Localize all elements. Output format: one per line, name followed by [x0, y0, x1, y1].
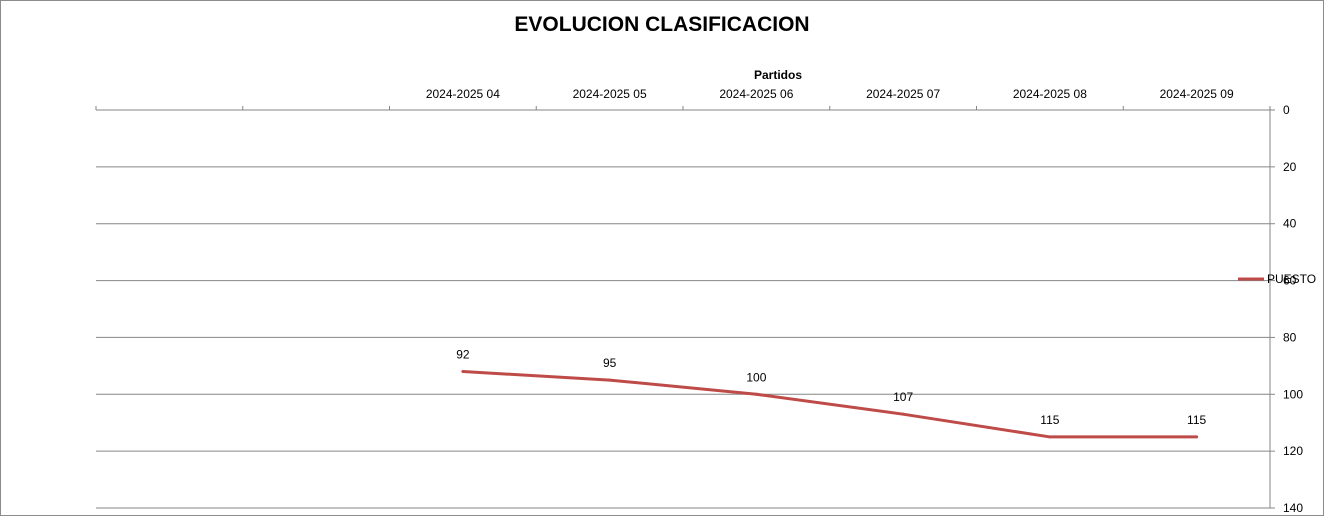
- y-tick-label: 40: [1283, 217, 1297, 231]
- x-tick-label: 2024-2025 07: [866, 87, 940, 101]
- data-label: 115: [1187, 413, 1206, 427]
- x-tick-label: 2024-2025 05: [573, 87, 647, 101]
- y-tick-label: 100: [1283, 387, 1303, 401]
- data-label: 92: [456, 348, 470, 362]
- data-point: [754, 392, 758, 396]
- legend-label: PUESTO: [1267, 272, 1316, 286]
- y-tick-label: 60: [1283, 274, 1297, 288]
- y-tick-label: 80: [1283, 330, 1297, 344]
- data-label: 95: [603, 356, 617, 370]
- data-point: [1048, 435, 1052, 439]
- data-point: [1195, 435, 1199, 439]
- y-tick-label: 140: [1283, 501, 1303, 515]
- y-tick-label: 0: [1283, 103, 1290, 117]
- data-point: [461, 370, 465, 374]
- data-label: 100: [746, 370, 766, 384]
- series-line-puesto: [462, 370, 1197, 439]
- y-tick-label: 20: [1283, 160, 1297, 174]
- y-tick-label: 120: [1283, 444, 1303, 458]
- x-tick-label: 2024-2025 06: [719, 87, 793, 101]
- chart-title: EVOLUCION CLASIFICACION: [514, 13, 810, 36]
- data-point: [608, 378, 612, 382]
- data-label: 107: [893, 390, 913, 404]
- x-tick-label: 2024-2025 09: [1160, 87, 1234, 101]
- data-point: [901, 412, 905, 416]
- data-label: 115: [1040, 413, 1059, 427]
- x-tick-label: 2024-2025 04: [426, 87, 500, 101]
- x-axis-title: Partidos: [754, 68, 802, 82]
- x-tick-label: 2024-2025 08: [1013, 87, 1087, 101]
